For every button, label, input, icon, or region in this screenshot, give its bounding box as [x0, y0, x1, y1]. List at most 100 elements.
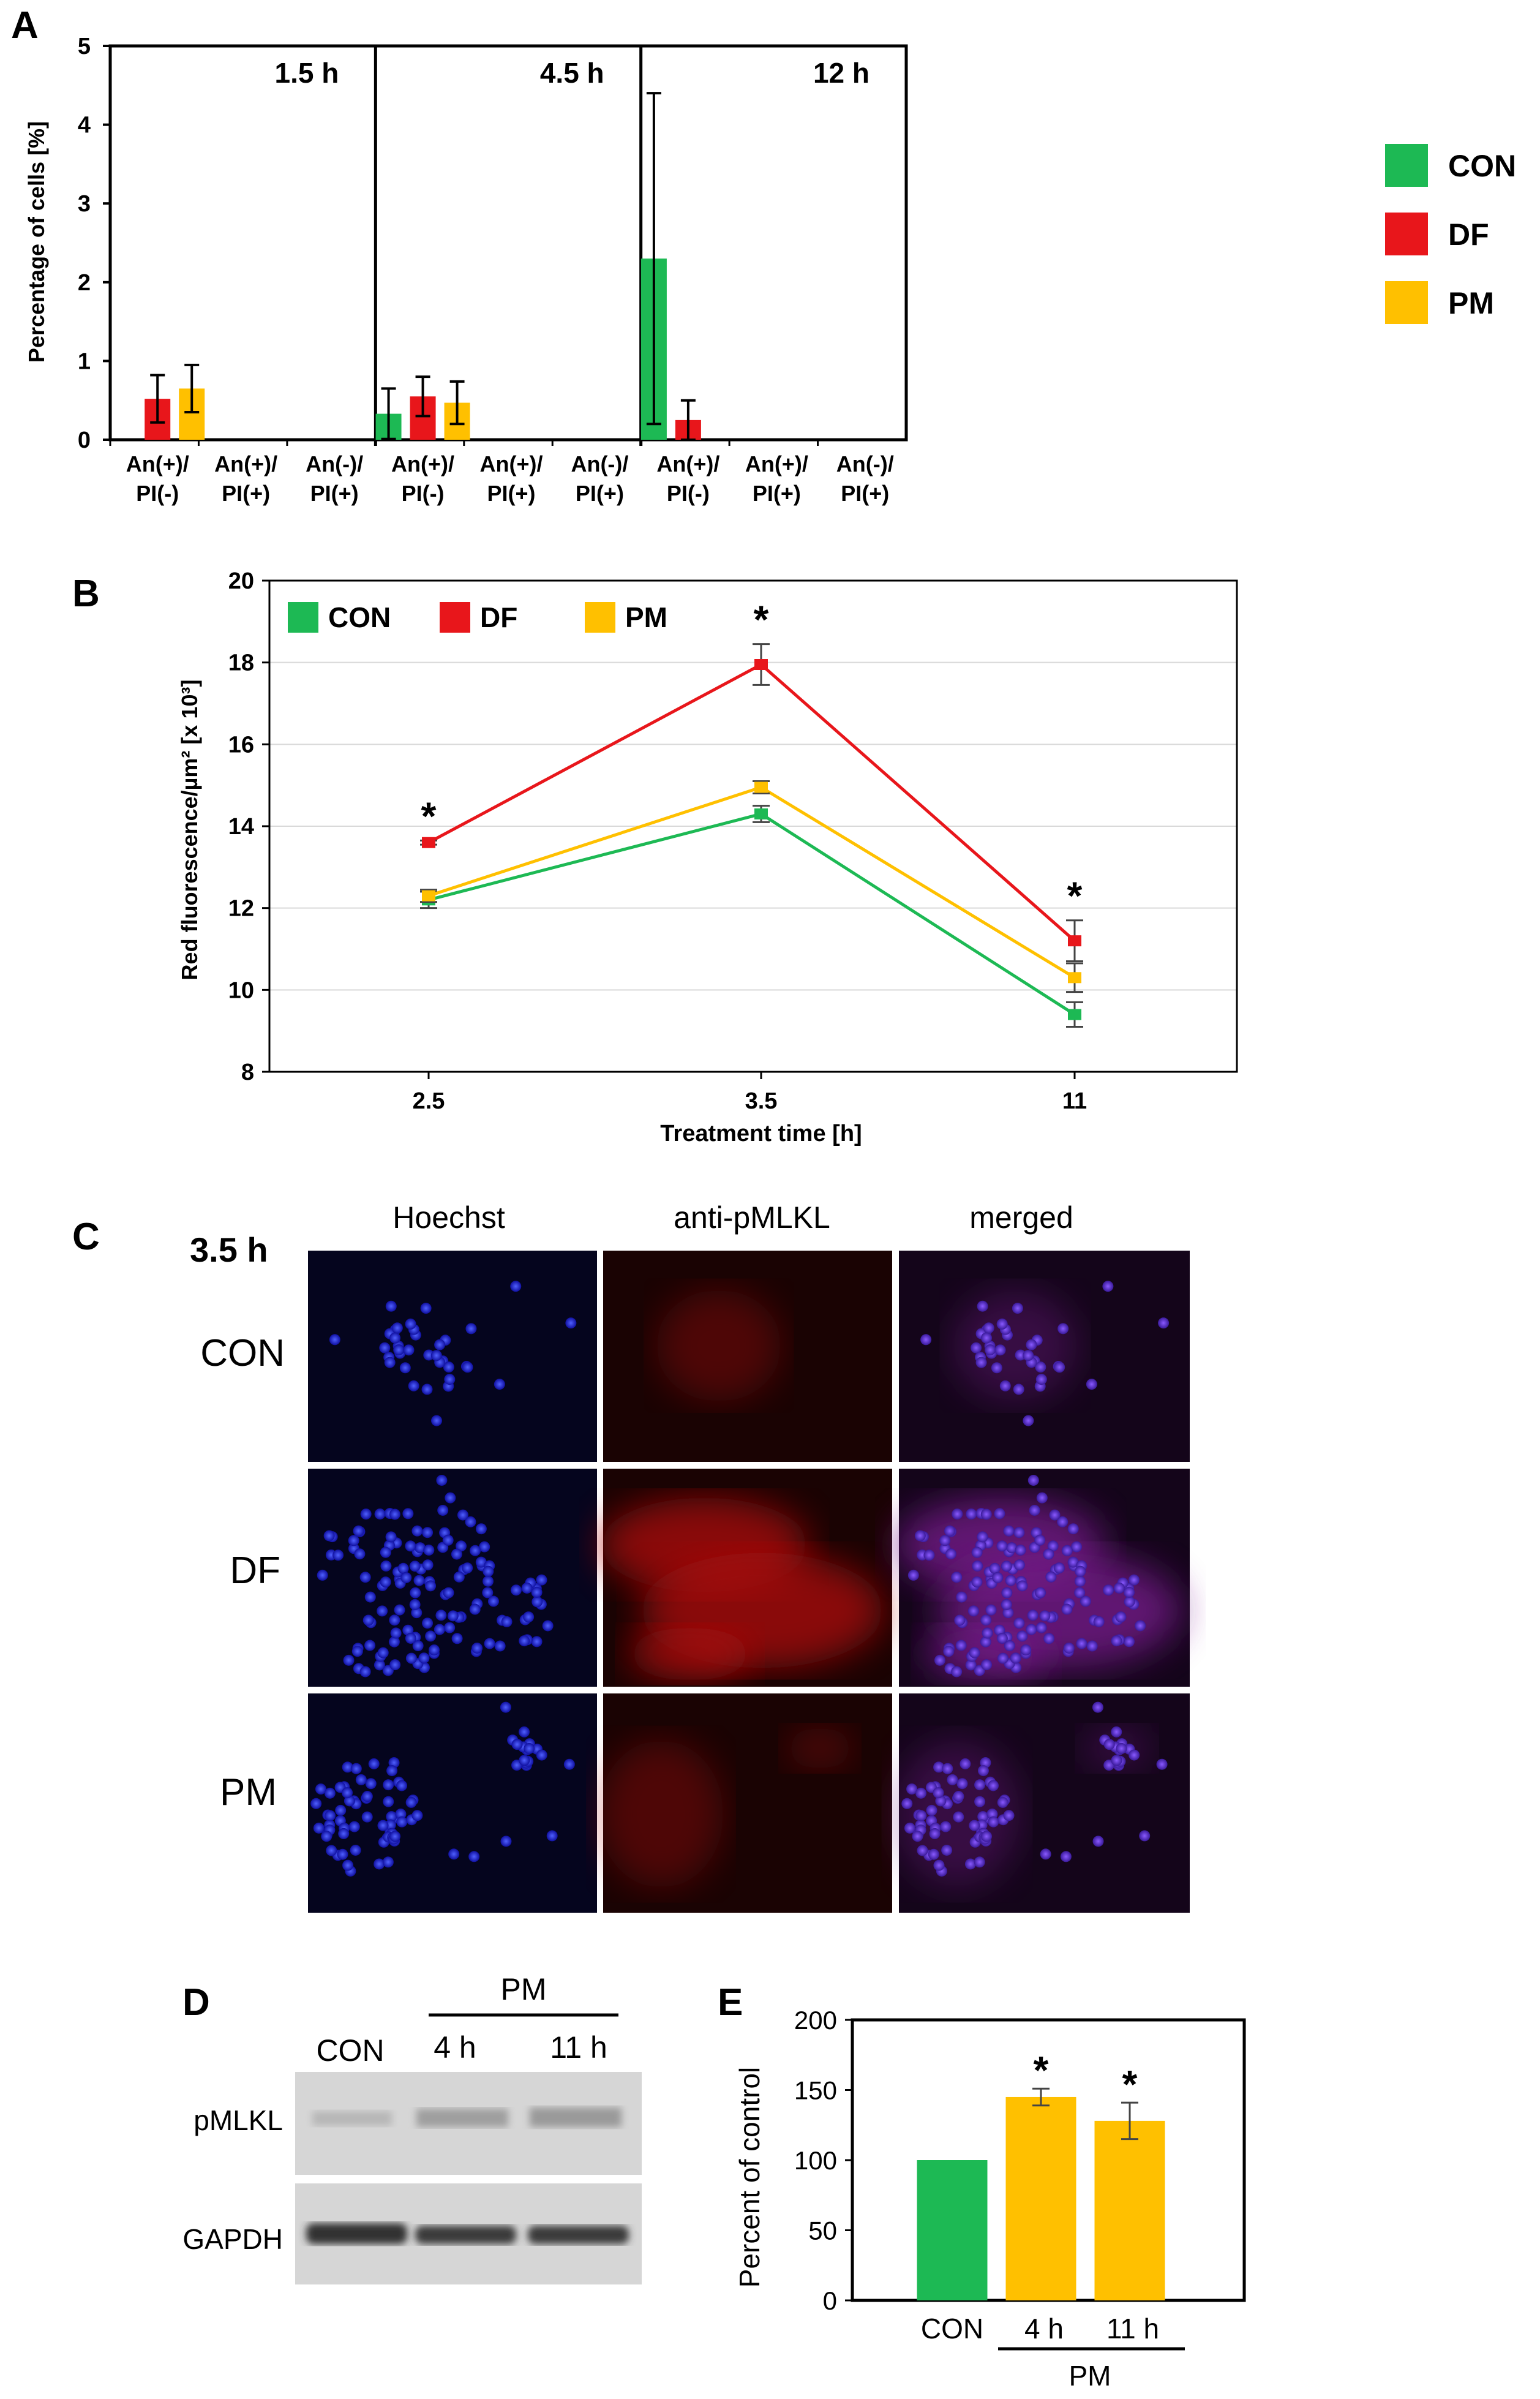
panel-a-xtick-label: An(+)/ — [745, 451, 808, 476]
panel-c-cell — [975, 1357, 987, 1368]
panel-c-cell — [972, 1560, 983, 1572]
panel-c-cell — [1135, 1620, 1146, 1632]
panel-c-cell — [1029, 1504, 1040, 1516]
panel-c-cell — [313, 1822, 325, 1834]
panel-b-xlabel: Treatment time [h] — [660, 1121, 862, 1147]
panel-c-cell — [411, 1525, 423, 1537]
panel-c-cell — [951, 1666, 963, 1678]
panel-c-cell — [1006, 1542, 1018, 1554]
panel-c-cell — [941, 1844, 953, 1856]
panel-c-cell — [1023, 1415, 1034, 1426]
panel-c-cell — [940, 1821, 952, 1832]
panel-b-xtick-label: 11 — [1062, 1088, 1087, 1114]
panel-a-xtick-label: PI(+) — [753, 481, 801, 506]
panel-c-cell — [1035, 1374, 1047, 1385]
panel-c-fluorescence-glow — [656, 1290, 781, 1402]
panel-c-fluorescence-glow — [952, 1290, 1078, 1402]
panel-c-cell — [338, 1828, 350, 1839]
panel-c-cell — [421, 1384, 433, 1395]
panel-b-point-con — [754, 808, 768, 819]
panel-c-cell — [977, 1811, 989, 1823]
panel-c-cell — [1063, 1642, 1075, 1654]
panel-c-cell — [1074, 1587, 1086, 1599]
panel-c-cell — [430, 1350, 442, 1361]
panel-e-bar — [917, 2160, 988, 2300]
panel-b-line-df — [427, 662, 1076, 943]
panel-c-cell — [977, 1300, 988, 1312]
panel-c-cell — [1003, 1810, 1015, 1821]
panel-a-legend-swatch-df — [1385, 213, 1428, 255]
panel-c-cell — [442, 1534, 454, 1546]
panel-c-cell — [1034, 1587, 1046, 1599]
panel-c-cell — [956, 1591, 967, 1603]
panel-d-group-label: PM — [501, 1972, 547, 2006]
panel-e-ytick-label: 150 — [794, 2076, 837, 2105]
panel-a-xtick-label: PI(+) — [841, 481, 889, 506]
panel-c-cell — [487, 1595, 499, 1607]
panel-e-ylabel: Percent of control — [734, 2067, 765, 2288]
panel-c-cell — [971, 1576, 983, 1588]
panel-c-cell — [1115, 1611, 1127, 1623]
panel-c-cell — [389, 1831, 401, 1842]
panel-c-cell — [365, 1778, 377, 1790]
panel-c-cell — [456, 1540, 467, 1552]
panel-c-cell — [943, 1646, 955, 1657]
panel-b-point-df — [1068, 935, 1081, 947]
panel-a-xtick-label: PI(-) — [402, 481, 445, 506]
panel-c-cell — [397, 1562, 409, 1574]
panel-e-bar — [1094, 2120, 1165, 2300]
panel-c-cell — [384, 1357, 396, 1368]
panel-c-cell — [431, 1415, 443, 1426]
panel-c-cell — [1086, 1640, 1098, 1652]
panel-c-cell — [1124, 1596, 1135, 1608]
panel-c-cell — [952, 1508, 963, 1520]
panel-c-cell — [405, 1652, 417, 1664]
panel-c-cell — [1086, 1379, 1097, 1390]
panel-c-cell — [494, 1379, 505, 1390]
panel-a-subpanel-title: 1.5 h — [275, 57, 339, 89]
panel-c-cell — [1015, 1544, 1026, 1556]
panel-c-cell — [388, 1636, 400, 1648]
panel-b-xtick-label: 3.5 — [745, 1088, 778, 1114]
panel-c-cell — [1049, 1509, 1061, 1521]
panel-e-chart: Percent of control 0 50 100 150 200 CON * 4 h * 1… — [734, 2006, 1246, 2392]
panel-d-lane-label-con: CON — [316, 2033, 384, 2068]
panel-c-cell — [465, 1323, 477, 1335]
panel-c-cell — [974, 1856, 985, 1868]
panel-c-cell — [462, 1562, 473, 1574]
panel-c-cell — [954, 1614, 966, 1626]
panel-c-cell — [390, 1627, 402, 1639]
panel-d-lane-label-4h: 4 h — [434, 2030, 476, 2065]
panel-c-cell — [342, 1761, 353, 1773]
panel-c-cell — [391, 1322, 403, 1334]
panel-c-cell — [967, 1605, 979, 1617]
panel-c-cell — [1027, 1610, 1039, 1621]
panel-c-cell — [969, 1820, 980, 1831]
panel-c-cell — [422, 1618, 434, 1629]
panel-c-cell — [360, 1508, 372, 1520]
panel-a-legend-label-df: DF — [1448, 217, 1489, 252]
panel-c-cell — [1039, 1610, 1051, 1622]
panel-c-cell — [444, 1622, 456, 1633]
panel-c-cell — [389, 1614, 400, 1626]
panel-c-cell — [546, 1830, 558, 1842]
panel-b-legend-swatch-pm — [585, 602, 615, 633]
panel-c-cell — [565, 1317, 577, 1329]
panel-c-cell — [1139, 1830, 1151, 1842]
panel-c-cell — [324, 1787, 336, 1799]
panel-c-cell — [934, 1654, 945, 1666]
panel-c-cell — [364, 1640, 376, 1651]
panel-c-cell — [945, 1548, 956, 1560]
panel-c-cell — [1004, 1640, 1015, 1652]
panel-e-ytick-label: 0 — [823, 2286, 837, 2315]
panel-c-cell — [524, 1742, 535, 1754]
panel-c-cell — [980, 1508, 992, 1520]
panel-b-xtick-label: 2.5 — [413, 1088, 445, 1114]
panel-c-cell — [980, 1332, 992, 1344]
panel-c-cell — [377, 1647, 389, 1659]
panel-c-cell — [531, 1586, 543, 1598]
panel-c-cell — [985, 1344, 996, 1355]
panel-c-cell — [394, 1604, 405, 1616]
panel-c-time-label: 3.5 h — [190, 1230, 268, 1269]
